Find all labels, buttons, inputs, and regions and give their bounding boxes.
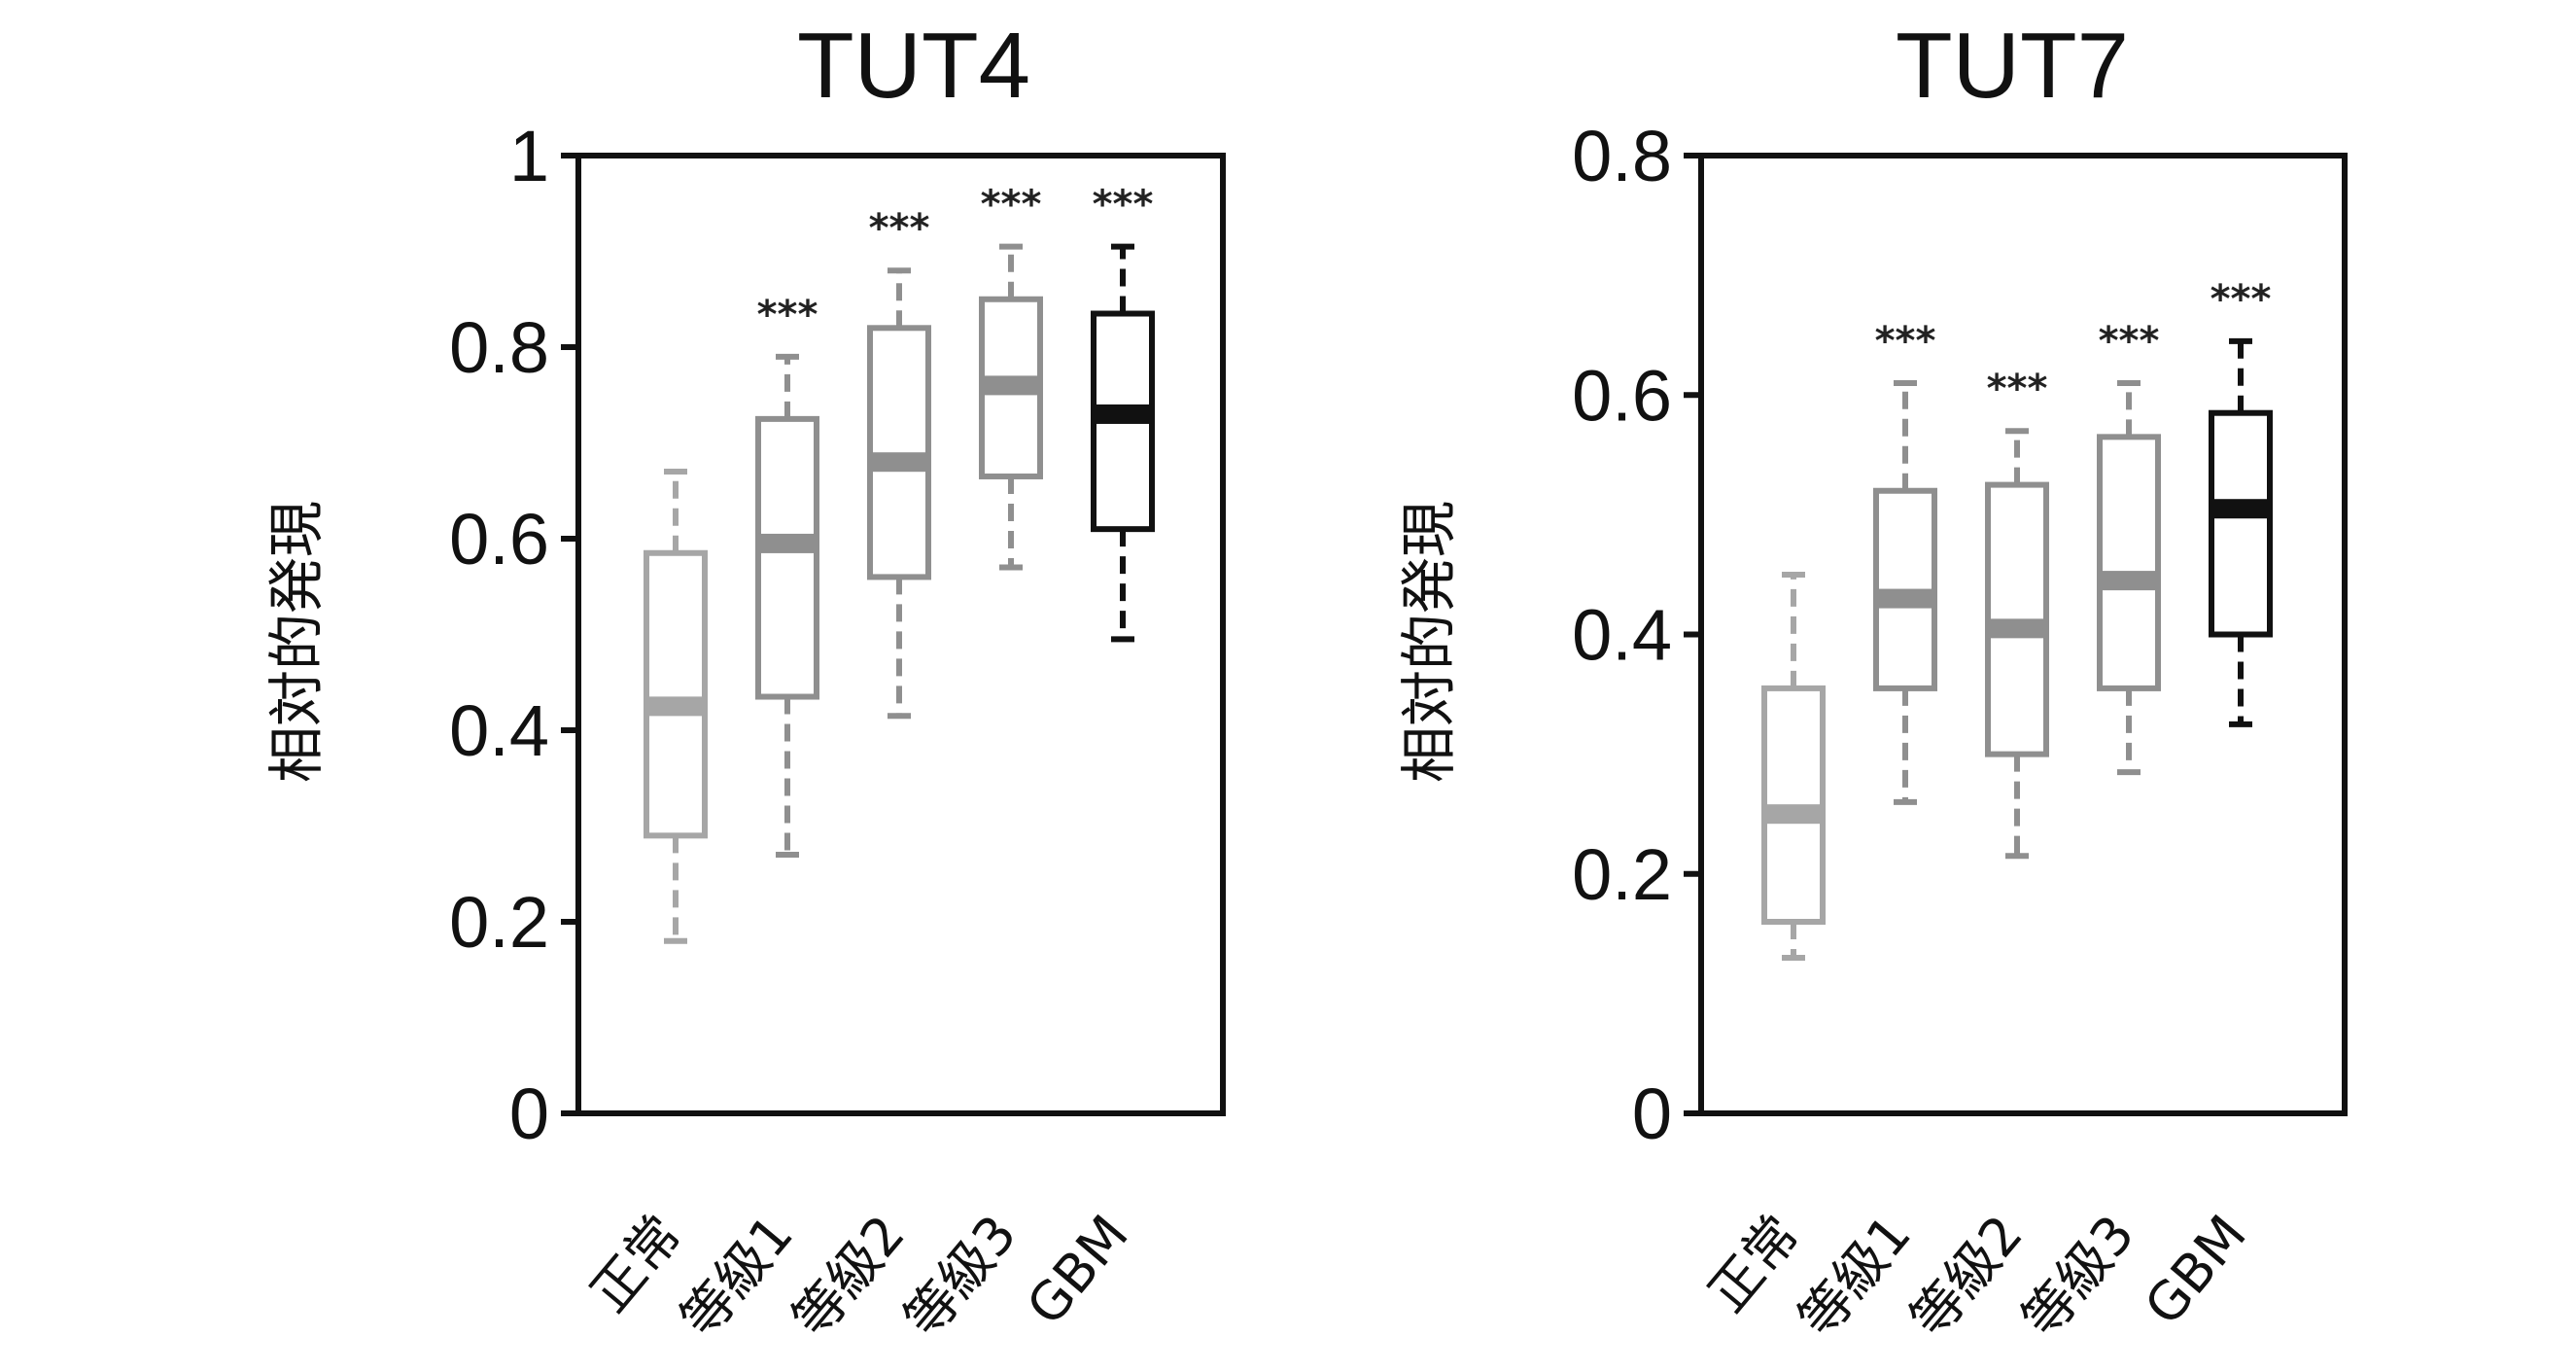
category-label: 等級3 [892,1204,1028,1350]
box-2: *** [867,206,931,720]
box-1: *** [1873,319,1937,805]
category-label: GBM [1015,1204,1140,1337]
y-tick-label: 0.6 [1572,355,1672,436]
box-iqr [2097,434,2161,691]
significance-label: *** [981,183,1042,228]
median-bar [870,452,928,473]
y-tick-label: 0 [1632,1073,1672,1154]
significance-label: *** [1875,319,1936,364]
median-bar [1764,804,1823,825]
median-bar [1988,618,2046,639]
category-label: 等級1 [669,1204,805,1350]
median-bar [758,533,817,553]
median-bar [1094,404,1152,424]
y-tick-label: 1 [509,116,549,196]
significance-label: *** [2099,319,2160,364]
median-bar [1876,588,1934,609]
box-iqr [2209,409,2273,638]
category-label: 等級2 [1898,1204,2035,1350]
y-tick-label: 0.2 [449,882,549,963]
y-tick-label: 0.4 [1572,595,1672,676]
box-2: *** [1985,367,2049,860]
box-4: *** [1091,183,1155,643]
median-bar [2211,499,2270,519]
significance-label: *** [757,293,818,337]
category-label: 等級3 [2010,1204,2146,1350]
y-axis-label: 相対的発現 [263,501,330,783]
y-tick-label: 0.8 [449,307,549,388]
median-bar [646,696,705,717]
y-tick-label: 0.2 [1572,834,1672,915]
box-1: *** [755,293,819,859]
box-iqr [755,415,819,700]
y-tick-label: 0.6 [449,499,549,580]
category-label: 等級2 [781,1204,917,1350]
chart-title: TUT7 [1896,14,2129,118]
significance-label: *** [1987,367,2048,411]
y-tick-label: 0.4 [449,690,549,771]
median-bar [982,375,1040,396]
box-3: *** [2097,319,2161,776]
median-bar [2100,571,2158,591]
category-label: GBM [2133,1204,2258,1337]
significance-label: *** [1093,183,1154,228]
chart-panel-tut4: TUT400.20.40.60.81相対的発現正常***等級1***等級2***… [263,14,1226,1350]
box-0 [1761,571,1826,961]
box-4: *** [2209,277,2273,727]
y-axis-label: 相対的発現 [1396,501,1462,783]
chart-title: TUT4 [797,14,1030,118]
chart-panel-tut7: TUT700.20.40.60.8相対的発現正常***等級1***等級2***等… [1396,14,2348,1350]
significance-label: *** [869,206,930,251]
y-tick-label: 0.8 [1572,116,1672,196]
y-tick-label: 0 [509,1073,549,1154]
significance-label: *** [2210,277,2272,322]
box-iqr [644,549,708,839]
category-label: 等級1 [1787,1204,1923,1350]
plot-frame [575,153,1226,1116]
box-0 [644,469,708,944]
box-3: *** [979,183,1043,571]
